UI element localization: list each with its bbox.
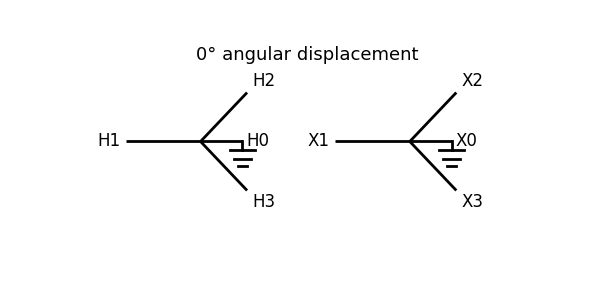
Text: X0: X0 — [455, 132, 477, 151]
Text: H1: H1 — [97, 132, 121, 151]
Text: 0° angular displacement: 0° angular displacement — [196, 46, 419, 64]
Text: H3: H3 — [253, 193, 276, 211]
Text: X3: X3 — [462, 193, 484, 211]
Text: H0: H0 — [246, 132, 269, 151]
Text: H2: H2 — [253, 72, 276, 90]
Text: X1: X1 — [308, 132, 330, 151]
Text: X2: X2 — [462, 72, 484, 90]
